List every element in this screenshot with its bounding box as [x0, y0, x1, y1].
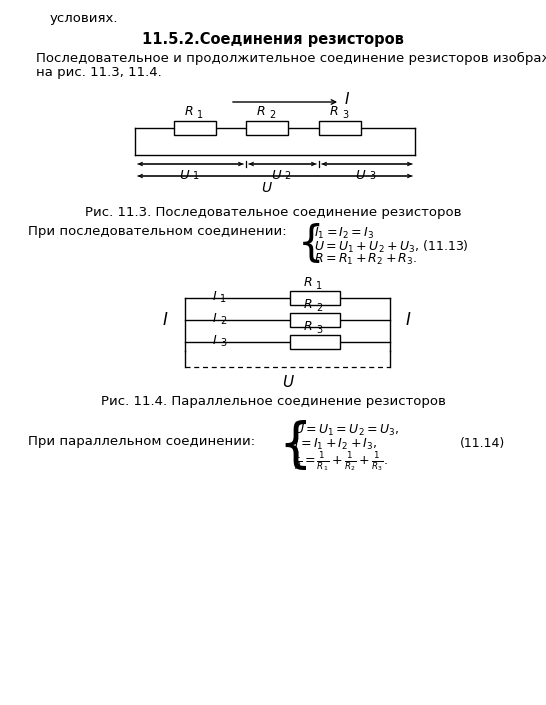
Text: При параллельном соединении:: При параллельном соединении: [28, 435, 255, 448]
Text: 2: 2 [220, 316, 226, 326]
Text: R: R [304, 320, 312, 333]
Text: 3: 3 [220, 338, 226, 348]
Text: R: R [329, 105, 338, 118]
Text: 3: 3 [316, 325, 322, 335]
Text: 3: 3 [369, 171, 375, 181]
Text: 11.5.2.Соединения резисторов: 11.5.2.Соединения резисторов [142, 32, 404, 47]
Text: U: U [355, 169, 365, 182]
Text: 3: 3 [342, 110, 348, 120]
FancyBboxPatch shape [290, 291, 340, 305]
Text: R: R [304, 276, 312, 289]
Text: $\frac{1}{R} = \frac{1}{R_1} + \frac{1}{R_2} + \frac{1}{R_3}.$: $\frac{1}{R} = \frac{1}{R_1} + \frac{1}{… [294, 451, 388, 474]
Text: U: U [282, 375, 293, 390]
FancyBboxPatch shape [246, 121, 288, 135]
Text: 1: 1 [316, 281, 322, 291]
Text: При последовательном соединении:: При последовательном соединении: [28, 225, 287, 238]
FancyBboxPatch shape [174, 121, 216, 135]
Text: (11.14): (11.14) [460, 437, 505, 450]
Text: I: I [212, 333, 216, 346]
Text: $R = R_1 + R_2 + R_3$.: $R = R_1 + R_2 + R_3$. [314, 252, 417, 267]
Text: I: I [163, 311, 168, 329]
Text: 2: 2 [316, 303, 322, 313]
Text: R: R [304, 298, 312, 311]
Text: Рис. 11.4. Параллельное соединение резисторов: Рис. 11.4. Параллельное соединение резис… [100, 395, 446, 408]
FancyBboxPatch shape [290, 335, 340, 349]
Text: I: I [212, 312, 216, 324]
Text: $U = U_1 = U_2 = U_3,$: $U = U_1 = U_2 = U_3,$ [294, 423, 399, 438]
Text: I: I [406, 311, 411, 329]
Text: 1: 1 [220, 294, 226, 304]
Text: Последовательное и продолжительное соединение резисторов изображены: Последовательное и продолжительное соеди… [36, 52, 546, 65]
Text: U: U [271, 169, 281, 182]
Text: I: I [212, 290, 216, 302]
FancyBboxPatch shape [290, 313, 340, 327]
Text: U: U [179, 169, 188, 182]
Text: 2: 2 [269, 110, 275, 120]
Text: 2: 2 [284, 171, 291, 181]
Text: R: R [257, 105, 265, 118]
Text: U: U [261, 181, 271, 195]
FancyBboxPatch shape [319, 121, 361, 135]
Text: 1: 1 [197, 110, 203, 120]
Text: $I = I_1 + I_2 + I_3,$: $I = I_1 + I_2 + I_3,$ [294, 437, 377, 452]
Text: I: I [345, 92, 349, 107]
Text: {: { [278, 420, 312, 472]
Text: Рис. 11.3. Последовательное соединение резисторов: Рис. 11.3. Последовательное соединение р… [85, 206, 461, 219]
Text: $U = U_1 + U_2 + U_3$, (11.13): $U = U_1 + U_2 + U_3$, (11.13) [314, 239, 469, 255]
Text: R: R [185, 105, 193, 118]
Text: на рис. 11.3, 11.4.: на рис. 11.3, 11.4. [36, 66, 162, 79]
Text: $I_1 = I_2 = I_3$: $I_1 = I_2 = I_3$ [314, 226, 375, 241]
Text: условиях.: условиях. [50, 12, 118, 25]
Text: 1: 1 [193, 171, 199, 181]
Text: {: { [298, 223, 324, 265]
